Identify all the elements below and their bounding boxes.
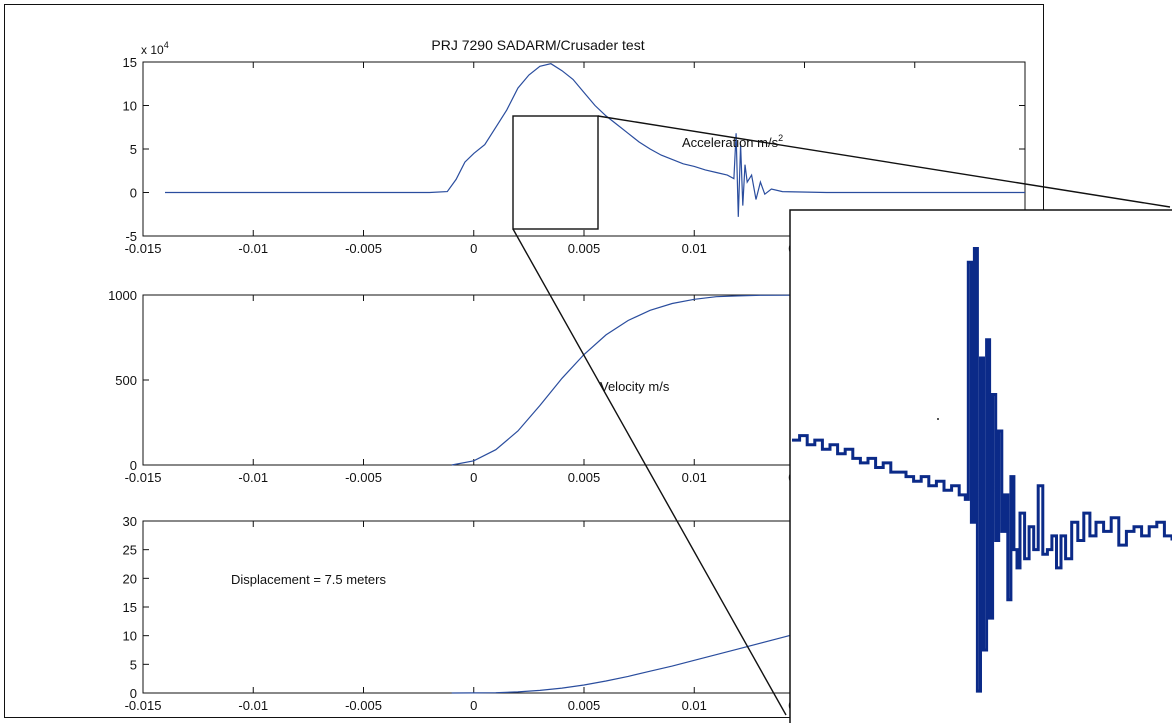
y-tick-label: 1000 [108,288,137,303]
x-tick-label: -0.015 [125,241,162,256]
x-tick-label: 0 [470,241,477,256]
y-tick-label: 10 [123,629,137,644]
y-tick-label: 10 [123,99,137,114]
y-tick-label: 5 [130,657,137,672]
zoom-inset [789,209,1172,723]
x-tick-label: -0.005 [345,470,382,485]
zoom-connector-top [597,115,1171,208]
x-tick-label: 0.01 [682,241,707,256]
x-tick-label: -0.01 [238,698,268,713]
x-tick-label: 0 [470,470,477,485]
y-tick-label: 0 [130,458,137,473]
x-tick-label: -0.005 [345,698,382,713]
x-tick-label: 0 [470,698,477,713]
y-tick-label: 0 [130,686,137,701]
zoom-connector-bottom [512,228,787,716]
y-tick-label: 15 [123,600,137,615]
y-tick-label: -5 [125,229,137,244]
acceleration-label: Acceleration m/s2 [682,133,783,150]
x-tick-label: -0.01 [238,241,268,256]
series-line [451,294,1025,466]
y-tick-label: 15 [123,55,137,70]
zoom-inset-speck [937,418,939,420]
x-tick-label: -0.01 [238,470,268,485]
y-multiplier-label: x 104 [141,40,169,57]
y-tick-label: 25 [123,543,137,558]
velocity-label: Velocity m/s [600,379,670,394]
zoom-source-box [512,115,599,230]
series-line [165,63,1025,217]
x-tick-label: 0.01 [682,470,707,485]
y-tick-label: 0 [130,186,137,201]
displacement-label: Displacement = 7.5 meters [231,572,386,587]
chart-title: PRJ 7290 SADARM/Crusader test [431,37,644,53]
y-tick-label: 30 [123,514,137,529]
x-tick-label: -0.005 [345,241,382,256]
x-tick-label: 0.005 [568,470,601,485]
y-tick-label: 500 [115,373,137,388]
y-tick-label: 5 [130,142,137,157]
acceleration-label-text: Acceleration m/s [682,135,779,150]
x-tick-label: 0.005 [568,698,601,713]
y-multiplier-exponent: 4 [164,40,169,50]
x-tick-label: 0.01 [682,698,707,713]
x-tick-label: -0.015 [125,470,162,485]
acceleration-label-superscript: 2 [778,133,783,143]
x-tick-label: 0.005 [568,241,601,256]
y-multiplier-base: x 10 [141,43,164,57]
zoom-inset-series-line [792,247,1172,693]
y-tick-label: 20 [123,571,137,586]
x-tick-label: -0.015 [125,698,162,713]
